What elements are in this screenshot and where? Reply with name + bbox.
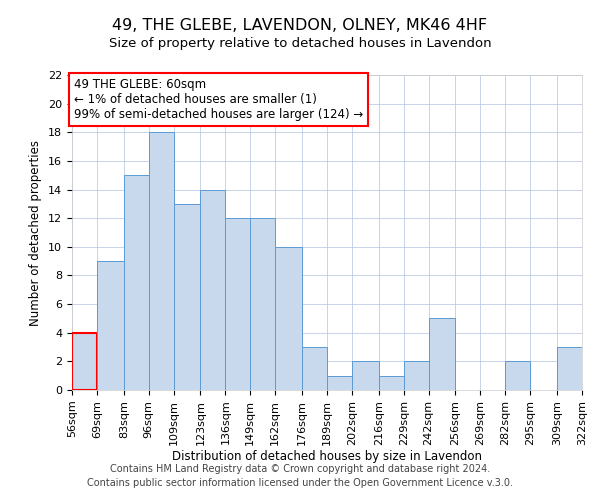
- Text: Contains HM Land Registry data © Crown copyright and database right 2024.
Contai: Contains HM Land Registry data © Crown c…: [87, 464, 513, 487]
- Bar: [302, 347, 327, 390]
- Text: 49, THE GLEBE, LAVENDON, OLNEY, MK46 4HF: 49, THE GLEBE, LAVENDON, OLNEY, MK46 4HF: [112, 18, 488, 32]
- Bar: [72, 332, 97, 390]
- Bar: [200, 190, 226, 390]
- Bar: [327, 376, 352, 390]
- Bar: [226, 218, 250, 390]
- Text: 49 THE GLEBE: 60sqm
← 1% of detached houses are smaller (1)
99% of semi-detached: 49 THE GLEBE: 60sqm ← 1% of detached hou…: [74, 78, 363, 121]
- Bar: [428, 318, 455, 390]
- Bar: [379, 376, 404, 390]
- Text: Size of property relative to detached houses in Lavendon: Size of property relative to detached ho…: [109, 38, 491, 51]
- Bar: [124, 175, 149, 390]
- Bar: [149, 132, 173, 390]
- Bar: [404, 362, 428, 390]
- X-axis label: Distribution of detached houses by size in Lavendon: Distribution of detached houses by size …: [172, 450, 482, 464]
- Bar: [275, 247, 302, 390]
- Bar: [352, 362, 379, 390]
- Bar: [173, 204, 200, 390]
- Bar: [557, 347, 582, 390]
- Bar: [505, 362, 530, 390]
- Bar: [97, 261, 124, 390]
- Y-axis label: Number of detached properties: Number of detached properties: [29, 140, 43, 326]
- Bar: [250, 218, 275, 390]
